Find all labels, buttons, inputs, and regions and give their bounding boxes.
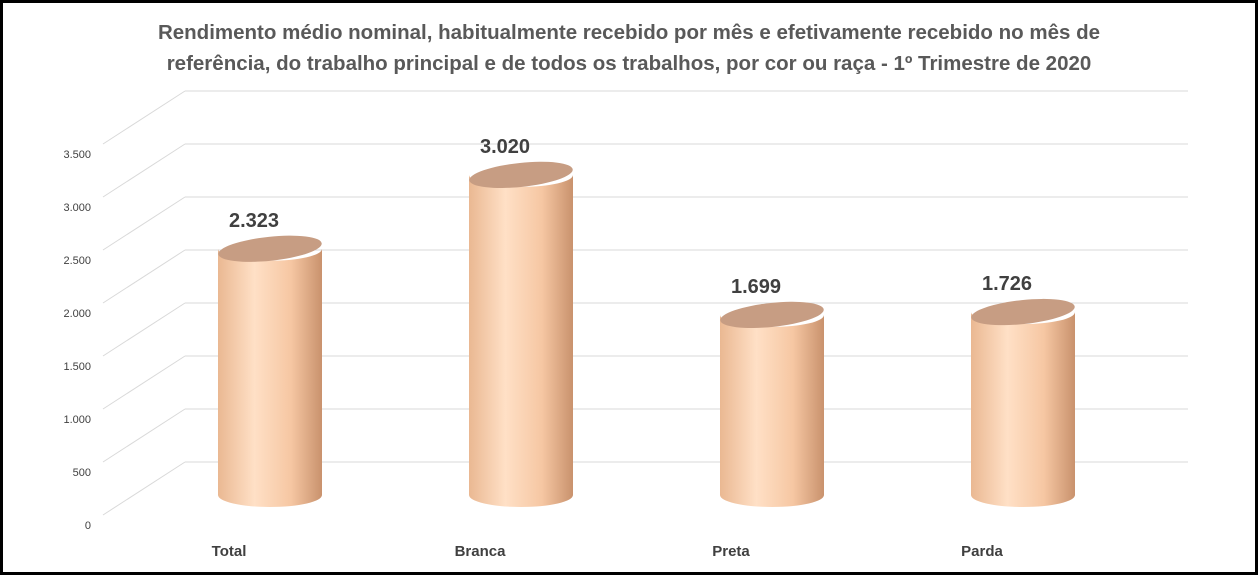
bar-top [720,301,824,329]
y-tick-label: 3.500 [63,149,91,161]
y-tick-label: 1.000 [63,414,91,426]
x-tick-label: Preta [712,543,750,560]
y-tick-label: 500 [73,467,91,479]
grid-line-side [102,196,186,251]
cylinder [720,301,824,507]
grid-line-side [102,143,186,198]
bar-top [971,298,1075,326]
y-tick-label: 1.500 [63,361,91,373]
bar-top [218,235,322,262]
grid-line-side [102,249,186,304]
bar [971,312,1075,507]
grid-line-side [102,461,186,516]
bar-top [469,161,573,188]
value-label: 1.699 [731,276,781,298]
cylinder [218,235,322,507]
y-tick-label: 3.000 [63,202,91,214]
y-tick-label: 2.500 [63,255,91,267]
chart-title: Rendimento médio nominal, habitualmente … [157,21,1101,75]
bar [469,174,573,507]
grid-line-side [102,90,186,145]
y-tick-label: 0 [85,520,91,532]
x-tick-label: Parda [961,543,1003,560]
y-tick-label: 2.000 [63,308,91,320]
grid-line-side [102,408,186,463]
chart: 0 500 1.000 1.500 2.000 2.500 3.000 3.500 2.323 T… [63,90,1188,560]
x-tick-label: Total [212,543,247,560]
value-label: 1.726 [982,273,1032,295]
bar [720,314,824,507]
value-label: 3.020 [480,136,530,158]
x-tick-label: Branca [455,543,507,560]
cylinder [971,298,1075,507]
grid-line-side [102,302,186,357]
value-label: 2.323 [229,210,279,232]
grid-line-side [102,355,186,410]
bar [218,248,322,507]
cylinder [469,161,573,507]
